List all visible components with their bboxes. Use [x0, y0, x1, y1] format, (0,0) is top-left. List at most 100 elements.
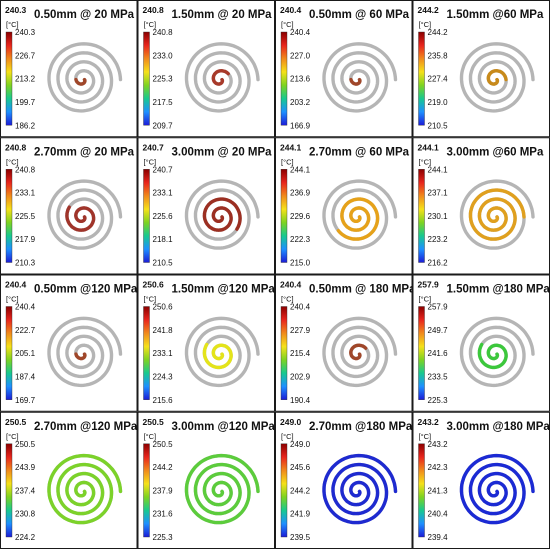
unit-label: [°C]: [419, 20, 432, 29]
colorbar-tick-label: 222.3: [290, 235, 311, 244]
colorbar-tick-label: 240.4: [15, 303, 36, 312]
sim-panel: 240.8[°C]1.50mm @ 20 MPa240.8233.0225.32…: [137, 0, 275, 138]
melt-flow-front: [65, 205, 96, 232]
colorbar-tick-label: 222.7: [15, 326, 36, 335]
colorbar-tick-label: 244.1: [428, 165, 449, 174]
colorbar-tick-label: 215.0: [290, 259, 311, 268]
colorbar: [5, 31, 13, 126]
sim-panel: 244.1[°C]2.70mm @ 60 MPa244.1236.9229.62…: [275, 137, 413, 275]
colorbar-tick-label: 240.3: [15, 28, 36, 37]
colorbar-tick-label: 205.1: [15, 349, 36, 358]
panel-title: 3.00mm @180 MPa: [447, 421, 550, 433]
colorbar: [418, 443, 425, 538]
sim-panel: 249.0[°C]2.70mm @180 MPa249.0245.6244.22…: [275, 411, 413, 549]
max-temp-label: 240.4: [280, 280, 302, 290]
colorbar-tick-label: 225.3: [428, 396, 449, 405]
unit-label: [°C]: [6, 157, 19, 166]
colorbar-tick-label: 215.6: [153, 396, 174, 405]
colorbar-tick-label: 239.5: [290, 533, 311, 542]
unit-label: [°C]: [144, 157, 157, 166]
colorbar-tick-label: 223.2: [428, 235, 449, 244]
unit-label: [°C]: [419, 157, 432, 166]
panel-title: 2.70mm @180 MPa: [309, 421, 413, 433]
colorbar-tick-label: 233.1: [153, 189, 174, 198]
max-temp-label: 249.0: [280, 417, 302, 427]
colorbar-tick-label: 241.8: [153, 326, 174, 335]
panel-title: 0.50mm @ 60 MPa: [309, 9, 410, 21]
colorbar-tick-label: 233.0: [153, 51, 174, 60]
max-temp-label: 250.6: [143, 280, 165, 290]
colorbar-tick-label: 241.9: [290, 510, 311, 519]
unit-label: [°C]: [281, 432, 294, 441]
melt-flow-front: [477, 342, 508, 370]
sim-panel: 244.2[°C]1.50mm @60 MPa244.2235.8227.421…: [412, 0, 550, 138]
colorbar-tick-label: 243.2: [428, 440, 449, 449]
panel-title: 1.50mm @60 MPa: [447, 9, 544, 21]
colorbar-tick-label: 227.4: [428, 75, 449, 84]
unit-label: [°C]: [6, 295, 19, 304]
sim-panel: 240.3[°C]0.50mm @ 20 MPa240.3226.7213.21…: [0, 0, 138, 138]
colorbar-tick-label: 209.7: [153, 121, 174, 130]
colorbar-tick-label: 230.8: [15, 510, 36, 519]
colorbar: [5, 169, 13, 263]
sim-panel: 244.1[°C]3.00mm @60 MPa244.1237.1230.122…: [412, 137, 550, 275]
max-temp-label: 240.4: [5, 280, 27, 290]
sim-panel: 250.5[°C]3.00mm @120 MPa250.5244.2237.92…: [137, 411, 276, 549]
colorbar-tick-label: 225.3: [153, 75, 174, 84]
colorbar-tick-label: 186.2: [15, 121, 36, 130]
colorbar-tick-label: 187.4: [15, 372, 36, 381]
sim-panel: 240.4[°C]0.50mm @ 60 MPa240.4227.0213.62…: [275, 0, 413, 138]
colorbar-tick-label: 219.0: [428, 98, 449, 107]
colorbar-tick-label: 202.9: [290, 372, 311, 381]
colorbar-tick-label: 240.4: [290, 303, 311, 312]
panel-title: 3.00mm @120 MPa: [172, 421, 276, 433]
colorbar-tick-label: 229.6: [290, 212, 311, 221]
colorbar-tick-label: 231.6: [153, 510, 174, 519]
panel-title: 2.70mm @ 20 MPa: [34, 146, 135, 158]
melt-flow-front: [202, 197, 242, 232]
colorbar-tick-label: 236.9: [290, 189, 311, 198]
colorbar-tick-label: 215.4: [290, 349, 311, 358]
colorbar-tick-label: 227.9: [290, 326, 311, 335]
melt-flow-front: [459, 453, 535, 525]
colorbar-tick-label: 250.5: [15, 440, 36, 449]
colorbar-tick-label: 225.3: [153, 533, 174, 542]
colorbar-tick-label: 257.9: [428, 303, 449, 312]
colorbar-tick-label: 213.6: [290, 75, 311, 84]
colorbar: [280, 31, 288, 126]
colorbar-tick-label: 240.8: [15, 165, 36, 174]
colorbar-tick-label: 235.8: [428, 51, 449, 60]
max-temp-label: 240.8: [5, 142, 27, 152]
colorbar: [418, 169, 425, 263]
colorbar-tick-label: 203.2: [290, 98, 311, 107]
colorbar-tick-label: 233.1: [15, 189, 36, 198]
spiral-channel: [47, 42, 123, 113]
melt-flow-front: [74, 77, 87, 86]
colorbar-tick-label: 224.2: [15, 533, 36, 542]
max-temp-label: 244.1: [280, 142, 302, 152]
colorbar-tick-label: 240.8: [153, 28, 174, 37]
colorbar-tick-label: 241.6: [428, 349, 449, 358]
max-temp-label: 240.7: [143, 142, 165, 152]
colorbar-tick-label: 243.9: [15, 463, 36, 472]
panel-title: 1.50mm @180 MPa: [447, 284, 550, 296]
panel-title: 2.70mm @120 MPa: [34, 421, 138, 433]
colorbar-tick-label: 241.3: [428, 486, 449, 495]
colorbar-tick-label: 250.5: [153, 440, 174, 449]
colorbar-tick-label: 230.1: [428, 212, 449, 221]
colorbar-tick-label: 237.9: [153, 486, 174, 495]
colorbar-tick-label: 199.7: [15, 98, 36, 107]
max-temp-label: 250.5: [143, 417, 165, 427]
melt-flow-front: [74, 352, 87, 361]
colorbar: [280, 443, 288, 538]
melt-flow-front: [211, 68, 230, 86]
colorbar-tick-label: 217.9: [15, 235, 36, 244]
max-temp-label: 240.4: [280, 5, 302, 15]
sim-panel: 250.5[°C]2.70mm @120 MPa250.5243.9237.42…: [0, 411, 138, 549]
sim-panel: 243.2[°C]3.00mm @180 MPa243.2242.3241.32…: [412, 411, 550, 549]
sim-panel: 250.6[°C]1.50mm @120 MPa250.6241.8233.12…: [137, 274, 275, 412]
colorbar-tick-label: 210.5: [428, 121, 449, 130]
colorbar-tick-label: 169.7: [15, 396, 36, 405]
melt-flow-front: [47, 453, 123, 525]
colorbar-tick-label: 240.7: [153, 165, 174, 174]
